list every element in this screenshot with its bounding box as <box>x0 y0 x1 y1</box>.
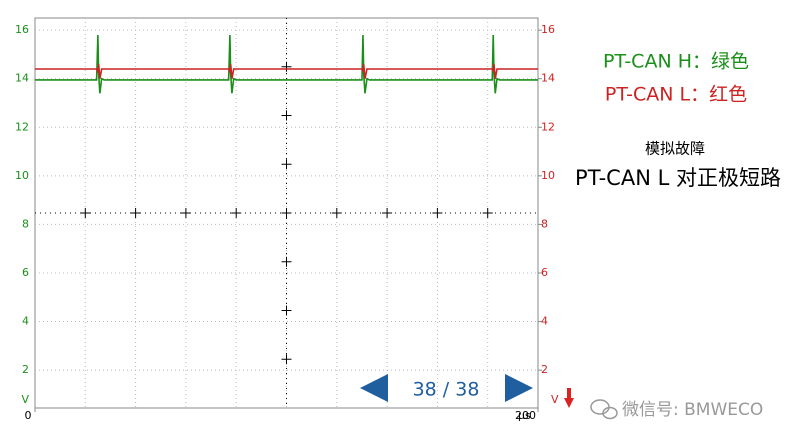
crosshair <box>281 208 292 218</box>
crosshair <box>281 256 292 267</box>
y2-tick-label: 2 <box>541 363 548 376</box>
y2-unit: V <box>551 393 559 406</box>
crosshair <box>281 110 292 121</box>
crosshair <box>180 208 191 218</box>
y2-tick-label: 10 <box>541 169 555 182</box>
crosshair <box>281 354 292 365</box>
y-tick-label: 14 <box>15 72 29 85</box>
y-tick-label: 16 <box>15 23 29 36</box>
y2-tick-label: 12 <box>541 120 555 133</box>
y2-tick-label: 6 <box>541 266 548 279</box>
crosshair <box>130 208 141 218</box>
x-tick-label: 0 <box>25 409 32 422</box>
y-tick-label: 4 <box>22 315 29 328</box>
trigger-arrow <box>564 398 574 408</box>
trace <box>35 64 538 79</box>
x-unit: µs <box>518 409 531 422</box>
y-tick-label: 10 <box>15 169 29 182</box>
annotation: PT-CAN L 对正极短路 <box>575 166 781 190</box>
y-tick-label: 2 <box>22 363 29 376</box>
y2-tick-label: 4 <box>541 315 548 328</box>
crosshair <box>331 208 342 218</box>
crosshair <box>281 305 292 316</box>
y2-tick-label: 16 <box>541 23 555 36</box>
y2-tick-label: 8 <box>541 217 548 230</box>
watermark: 微信号: BMWECO <box>622 400 763 420</box>
y-tick-label: 6 <box>22 266 29 279</box>
y-tick-label: 8 <box>22 217 29 230</box>
legend-entry: PT-CAN H：绿色 <box>603 51 749 73</box>
wechat-icon <box>590 399 618 420</box>
crosshair <box>231 208 242 218</box>
crosshair <box>281 61 292 72</box>
legend-entry: PT-CAN L：红色 <box>605 84 747 106</box>
y-unit: V <box>21 393 29 406</box>
crosshair <box>80 208 91 218</box>
y-tick-label: 12 <box>15 120 29 133</box>
y2-tick-label: 14 <box>541 72 555 85</box>
crosshair <box>281 159 292 170</box>
annotation: 模拟故障 <box>645 140 705 158</box>
next-button[interactable] <box>505 374 533 402</box>
crosshair <box>482 208 493 218</box>
page-indicator: 38 / 38 <box>413 379 480 401</box>
crosshair <box>432 208 443 218</box>
crosshair <box>382 208 393 218</box>
x-tick-label: 200 <box>515 409 536 422</box>
trigger-arrow-stem <box>567 388 571 398</box>
prev-button[interactable] <box>360 374 388 402</box>
